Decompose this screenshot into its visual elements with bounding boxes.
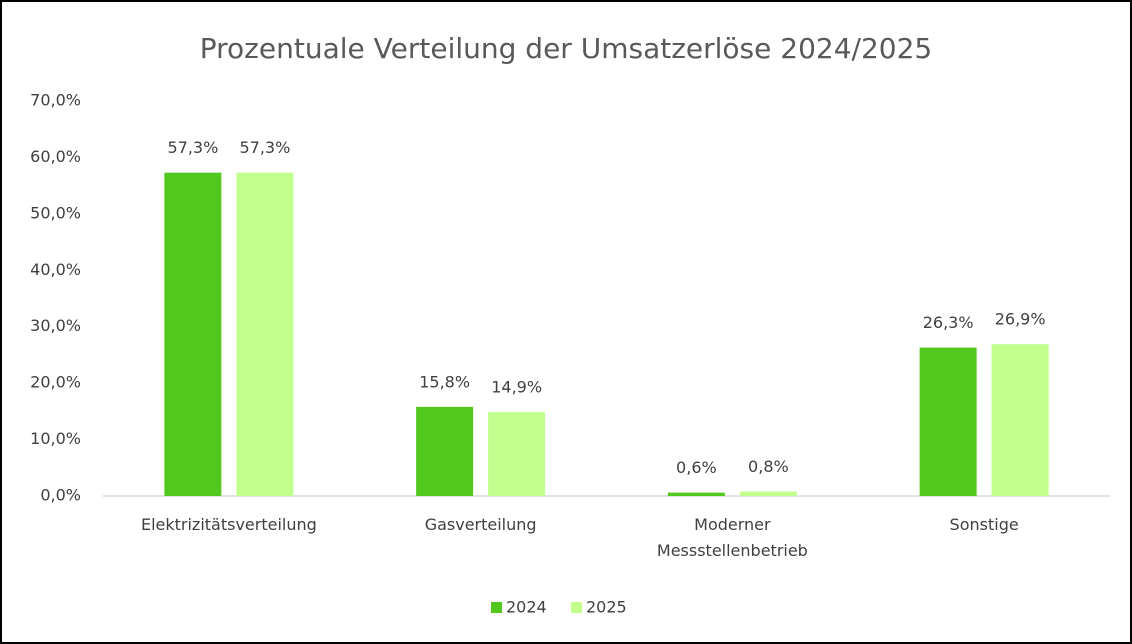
data-label: 15,8% [419,372,470,391]
data-label: 0,8% [748,457,789,476]
y-tick-label: 10,0% [30,429,81,448]
x-tick-label: Moderner Messstellenbetrieb [656,515,808,560]
bar [236,172,294,496]
x-tick-label-box: Sonstige [949,515,1019,534]
bar [488,411,546,496]
bar [416,406,474,496]
data-label: 57,3% [167,138,218,157]
chart-title: Prozentuale Verteilung der Umsatzerlöse … [200,32,932,65]
data-label: 14,9% [491,377,542,396]
x-tick-label-box: Gasverteilung [424,515,537,534]
legend-label: 2025 [586,598,627,617]
x-tick-label-box: Elektrizitätsverteilung [140,515,317,534]
data-label: 0,6% [676,458,717,477]
bar [164,172,222,496]
y-tick-label: 30,0% [30,316,81,335]
y-tick-label: 60,0% [30,147,81,166]
y-tick-label: 40,0% [30,260,81,279]
data-label: 57,3% [239,138,290,157]
bar [739,491,797,496]
y-tick-label: 50,0% [30,203,81,222]
legend-label: 2024 [506,598,547,617]
legend-swatch [571,602,582,613]
x-tick-label: Gasverteilung [424,515,537,534]
y-tick-label: 70,0% [30,91,81,110]
data-label: 26,9% [995,310,1046,329]
x-tick-label: Sonstige [949,515,1019,534]
y-tick-label: 20,0% [30,373,81,392]
bar [991,344,1049,496]
bar [919,347,977,496]
x-tick-label-box: Moderner Messstellenbetrieb [656,515,808,560]
legend-swatch [491,602,502,613]
data-label: 26,3% [923,313,974,332]
y-tick-label: 0,0% [40,486,81,505]
bar [667,492,725,496]
x-tick-label: Elektrizitätsverteilung [140,515,317,534]
